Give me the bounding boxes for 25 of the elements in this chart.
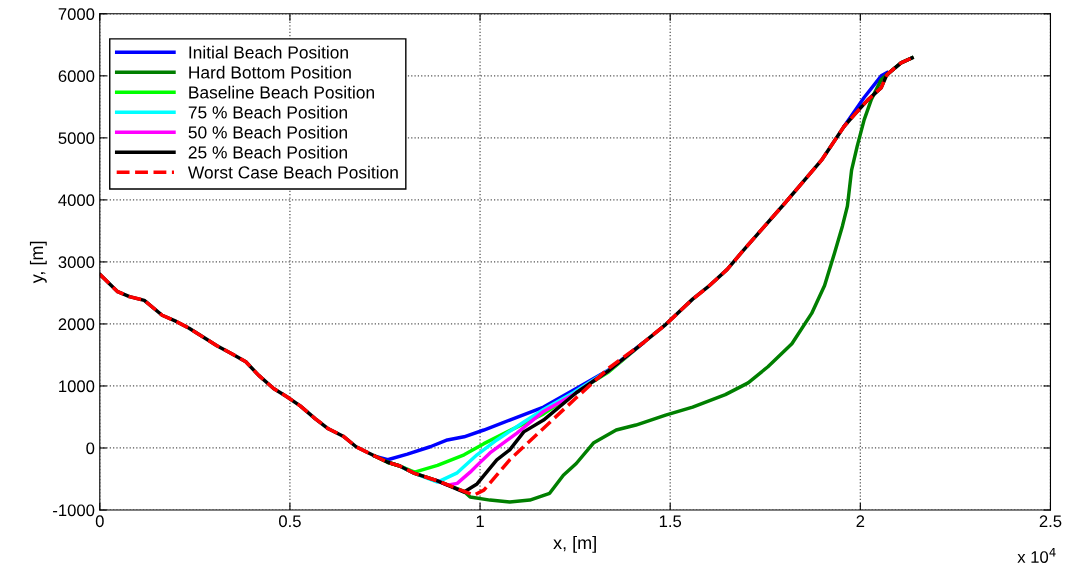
y-tick-label: 1000 <box>59 380 95 393</box>
y-tick-label: 7000 <box>58 8 95 20</box>
legend-label: Hard Bottom Position <box>189 65 351 79</box>
y-tick-label: 0 <box>86 442 95 455</box>
x-tick-label: 2 <box>856 515 865 527</box>
y-tick-label: 4000 <box>58 194 95 207</box>
y-axis-title: y, [m] <box>29 241 47 284</box>
legend-label: Initial Beach Position <box>189 45 348 59</box>
x-tick-label: 2.5 <box>1039 515 1062 528</box>
x-tick-label: 0 <box>95 515 104 528</box>
x-tick-label: 1.5 <box>659 515 682 528</box>
y-tick-label: -1000 <box>53 504 95 517</box>
legend-label: 75 % Beach Position <box>188 105 347 119</box>
y-tick-label: 5000 <box>58 132 95 145</box>
text: x 10$^{4}$ <box>1017 547 1056 563</box>
x-tick-label: 0.5 <box>278 515 301 528</box>
y-tick-label: 2000 <box>58 318 95 331</box>
x-tick-label: 1 <box>476 515 484 527</box>
x-axis-title: x, [m] <box>553 535 596 553</box>
y-tick-label: 6000 <box>58 70 95 83</box>
legend-label: Baseline Beach Position <box>189 85 374 99</box>
legend-label: 50 % Beach Position <box>188 125 347 139</box>
y-tick-label: 3000 <box>58 256 95 269</box>
legend-label: 25 % Beach Position <box>188 145 347 159</box>
legend-label: Worst Case Beach Position <box>187 165 398 179</box>
